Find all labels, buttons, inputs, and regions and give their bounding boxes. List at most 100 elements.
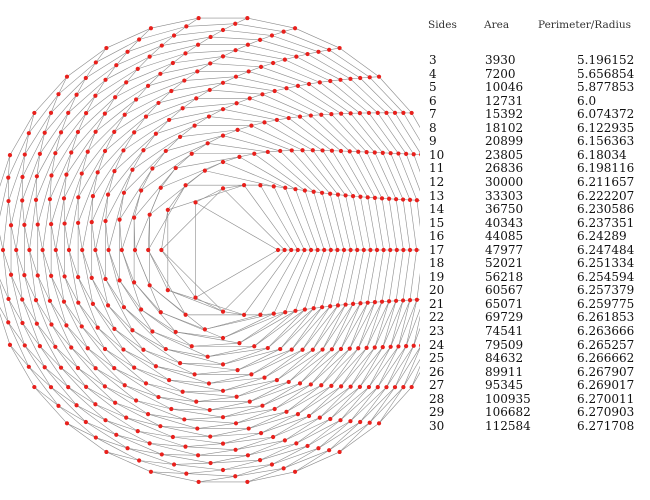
vertex-point <box>258 183 263 188</box>
vertex-point <box>337 449 342 455</box>
sides-cell: 26 <box>429 364 445 379</box>
polygon-edge <box>350 346 384 387</box>
vertex-point <box>392 385 398 390</box>
polygon-edge <box>24 112 52 155</box>
polygon-edge <box>321 348 359 386</box>
polygon-connector <box>260 184 274 187</box>
vertex-point <box>147 283 152 288</box>
polygon-edge <box>36 132 62 177</box>
polygon-connector <box>236 98 250 104</box>
vertex-point <box>220 159 226 165</box>
vertex-point <box>121 305 127 310</box>
polygon-edge <box>182 391 237 398</box>
vertex-point <box>173 329 178 335</box>
polygon-edge <box>150 17 199 29</box>
polygon-connector <box>248 411 287 429</box>
sides-cell: 8 <box>429 120 437 135</box>
sides-cell: 4 <box>429 66 437 81</box>
polygon-connector <box>28 366 52 388</box>
polygon-connector <box>113 114 125 132</box>
vertex-point <box>192 123 197 128</box>
polygon-edge <box>295 249 318 311</box>
polygon-edge <box>7 322 30 367</box>
polygon-connector <box>36 323 56 347</box>
polygon-connector <box>152 331 192 347</box>
area-cell: 74541 <box>485 324 524 338</box>
vertex-point <box>89 275 94 280</box>
polygon-edge <box>340 302 368 350</box>
vertex-point <box>177 361 183 366</box>
vertex-point <box>220 309 226 314</box>
vertex-point <box>308 247 314 253</box>
vertex-point <box>271 60 276 66</box>
polygon-connector <box>260 62 274 68</box>
vertex-point <box>195 426 200 431</box>
polygon-edge <box>66 325 96 369</box>
vertex-point <box>282 57 287 62</box>
polygon-connector <box>284 417 320 441</box>
polygon-edge <box>39 345 69 388</box>
polygon-connector <box>7 155 11 178</box>
polygon-edge <box>50 275 67 326</box>
vertex-point <box>114 63 119 68</box>
vertex-point <box>156 394 161 400</box>
polygon-connector <box>160 425 198 429</box>
polygon-edge <box>259 445 308 461</box>
vertex-point <box>348 76 353 81</box>
vertex-point <box>150 166 155 171</box>
polygon-edge <box>237 349 292 371</box>
vertex-point <box>348 384 353 389</box>
polygon-connector <box>24 274 37 301</box>
polygon-edge <box>50 386 87 423</box>
polygon-edge <box>133 167 176 218</box>
area-cell: 26836 <box>485 161 524 176</box>
polygon-connector <box>340 303 361 350</box>
vertex-point <box>165 287 170 293</box>
polygon-edge <box>319 82 361 114</box>
polygon-connector <box>297 385 332 415</box>
polygon-edge <box>58 62 97 95</box>
sides-cell: 15 <box>429 215 445 230</box>
vertex-point <box>49 322 54 327</box>
polygon-edge <box>374 249 384 303</box>
vertex-point <box>102 111 107 116</box>
vertex-point <box>14 247 19 253</box>
polygon-edge <box>260 415 310 434</box>
polygon-edge <box>165 348 224 365</box>
polygon-connector <box>137 430 173 438</box>
polygon-edge <box>165 135 224 152</box>
polygon-connector <box>42 249 52 276</box>
polygon-connector <box>44 112 52 133</box>
polygon-edge <box>413 154 420 173</box>
vertex-point <box>75 365 81 371</box>
polygon-connector <box>77 222 83 251</box>
polygon-edge <box>235 411 287 424</box>
vertex-point <box>47 298 53 303</box>
polygon-edge <box>95 249 109 306</box>
vertex-point <box>319 190 325 195</box>
sides-cell: 20 <box>429 283 445 298</box>
sides-cell: 21 <box>429 296 445 311</box>
polygon-edge <box>243 249 292 316</box>
polygon-connector <box>64 223 70 251</box>
vertex-point <box>69 150 74 155</box>
polygon-connector <box>208 374 252 384</box>
vertex-point <box>220 335 226 341</box>
polygon-connector <box>403 347 420 388</box>
polygon-connector <box>135 85 149 100</box>
polygon-connector <box>104 348 135 368</box>
polygon-connector <box>184 416 224 420</box>
polygon-connector <box>63 301 83 327</box>
vertex-point <box>141 148 146 153</box>
vertex-point <box>294 54 299 59</box>
polygon-edge <box>115 73 161 98</box>
vertex-point <box>320 347 325 352</box>
polygon-edge <box>123 150 167 194</box>
polygon-connector <box>50 386 77 406</box>
vertex-point <box>121 347 126 352</box>
polygon-edge <box>369 77 404 114</box>
polygon-edge <box>349 151 376 198</box>
vertex-point <box>252 344 257 349</box>
ratio-cell: 6.074372 <box>577 107 635 122</box>
vertex-point <box>278 346 283 352</box>
